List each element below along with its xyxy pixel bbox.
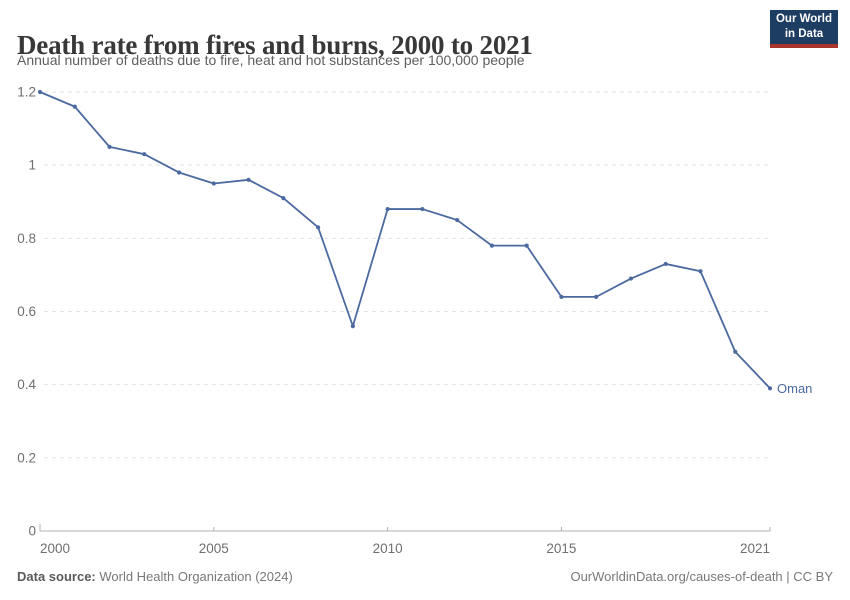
x-tick-label: 2010 — [373, 541, 403, 556]
data-line — [39, 91, 771, 389]
data-point — [767, 386, 773, 391]
y-tick-label: 0 — [28, 524, 36, 539]
y-tick-label: 0.2 — [17, 450, 36, 465]
data-point — [559, 294, 564, 299]
data-point — [107, 144, 112, 149]
data-point — [594, 294, 599, 299]
data-point — [246, 177, 251, 182]
y-gridlines — [44, 91, 770, 459]
data-point — [628, 276, 634, 281]
data-source-label: Data source: — [17, 569, 96, 584]
data-point — [489, 243, 495, 248]
data-point — [72, 104, 77, 109]
y-tick-label: 1 — [28, 158, 36, 173]
y-tick-label: 0.8 — [17, 231, 36, 246]
data-point — [663, 261, 668, 267]
data-points — [37, 89, 773, 391]
logo-text-line1: Our World — [775, 13, 832, 26]
page-title: Death rate from fires and burns, 2000 to… — [17, 30, 533, 61]
data-point — [524, 243, 529, 248]
footer: Data source: World Health Organization (… — [17, 569, 833, 584]
data-point — [315, 225, 321, 230]
y-tick-label: 0.4 — [17, 377, 36, 392]
data-point — [37, 89, 43, 95]
x-tick-label: 2005 — [199, 541, 229, 556]
x-axis: 2000 2005 2010 2015 2021 — [39, 524, 771, 556]
data-point — [211, 181, 216, 186]
data-point — [142, 152, 147, 157]
data-source-value: World Health Organization (2024) — [95, 569, 293, 584]
data-point — [281, 195, 286, 201]
x-tick-label: 2021 — [740, 541, 770, 556]
page-subtitle: Annual number of deaths due to fire, hea… — [17, 52, 525, 68]
x-tick-label: 2015 — [546, 541, 576, 556]
owid-logo[interactable]: Our World in Data — [770, 10, 838, 48]
y-tick-label: 0.6 — [17, 304, 36, 319]
data-point — [455, 217, 460, 223]
credit-link[interactable]: OurWorldinData.org/causes-of-death | CC … — [570, 569, 833, 584]
x-tick-label: 2000 — [40, 541, 70, 556]
y-tick-label: 1.2 — [17, 85, 36, 100]
data-point — [176, 170, 182, 175]
entity-label: Oman — [777, 381, 812, 396]
logo-text-line2: in Data — [784, 28, 824, 40]
data-point — [733, 349, 738, 354]
data-point — [420, 206, 425, 212]
data-source: Data source: World Health Organization (… — [17, 569, 293, 584]
data-point — [350, 324, 355, 329]
data-point — [698, 269, 703, 274]
data-point — [385, 206, 390, 212]
y-axis-tick-labels: 0 0.2 0.4 0.6 0.8 1 1.2 — [17, 85, 36, 539]
